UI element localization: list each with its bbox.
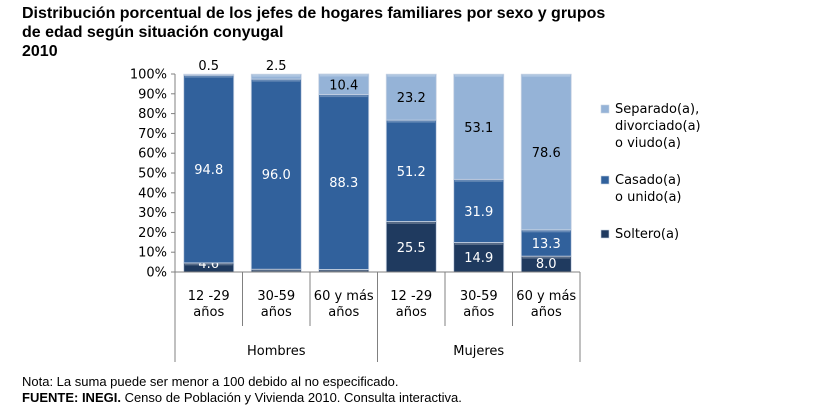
legend-swatch [600,229,610,239]
legend-swatch [600,175,610,185]
bar-segment-highlight [184,74,233,76]
bar-segment [250,78,302,270]
data-label: 14.9 [464,251,493,266]
bar-segment [520,73,572,231]
chart-title: Distribución porcentual de los jefes de … [22,4,702,61]
y-tick-label: 100% [130,68,167,83]
bar-segment [183,73,235,76]
category-label: 12 -29 [188,289,230,304]
category-label: años [531,305,562,320]
bar-segment-highlight [454,242,503,245]
data-label: 10.4 [329,78,358,93]
bar-segment [385,73,437,121]
bar-segment-highlight [319,95,368,98]
bar-segment [250,73,302,80]
y-tick-label: 20% [138,226,167,241]
group-label: Mujeres [453,344,504,359]
bar-segment-highlight [387,120,436,123]
legend-label: Soltero(a) [615,227,679,242]
category-label: 12 -29 [390,289,432,304]
legend-label: divorciado(a) [615,119,701,134]
data-label: 31.9 [464,205,493,220]
data-label: 53.1 [464,121,493,136]
category-label: 30-59 [257,289,295,304]
y-tick-label: 60% [138,147,167,162]
bar-segment [385,221,437,273]
category-label: años [193,305,224,320]
chart-title-line-3: 2010 [22,43,58,60]
bar-segment [453,178,505,243]
legend-label: Casado(a) [615,173,681,188]
data-label: 2.5 [266,59,287,74]
legend-swatch [600,104,610,114]
y-tick-label: 40% [138,186,167,201]
legend-label: o unido(a) [615,190,682,205]
category-label: años [261,305,292,320]
data-label: 23.2 [397,91,426,106]
chart-title-line-1: Distribución porcentual de los jefes de … [22,5,606,22]
legend-label: o viudo(a) [615,136,681,151]
data-label: 78.6 [532,146,561,161]
legend-label: Separado(a), [615,102,699,117]
bar-segment [520,229,572,257]
category-label: años [463,305,494,320]
category-label: 60 y más [314,289,374,304]
data-label: 51.2 [397,165,426,180]
bar-segment-highlight [319,269,368,272]
data-label: 13.3 [532,237,561,252]
bar-segment [318,94,370,270]
source-text: Censo de Población y Vivienda 2010. Cons… [120,390,462,405]
data-label: 0.5 [198,59,219,74]
bar-segment [453,73,505,180]
category-label: 30-59 [460,289,498,304]
y-tick-label: 0% [146,266,167,281]
bar-segment [385,119,437,222]
bar-segment-highlight [184,75,233,78]
bar-segment-highlight [252,74,301,77]
y-tick-label: 50% [138,167,167,182]
data-label: 25.5 [397,241,426,256]
bar-segment-highlight [387,222,436,225]
y-tick-label: 80% [138,107,167,122]
group-label: Hombres [247,344,306,359]
category-label: 60 y más [516,289,576,304]
footnote: Nota: La suma puede ser menor a 100 debi… [22,374,399,389]
bar-segment-highlight [387,74,436,77]
bar-segment [318,73,370,95]
y-tick-label: 90% [138,87,167,102]
source-note: FUENTE: INEGI. Censo de Población y Vivi… [22,390,462,405]
data-label: 96.0 [262,168,291,183]
bar-segment-highlight [184,263,233,266]
y-tick-label: 10% [138,246,167,261]
source-label: FUENTE: INEGI. [22,390,121,405]
category-label: años [396,305,427,320]
bar-segment-highlight [454,74,503,77]
bar-segment-highlight [522,74,571,77]
y-tick-label: 30% [138,206,167,221]
bar-segment-highlight [522,230,571,233]
data-label: 94.8 [194,163,223,178]
chart-title-line-2: de edad según situación conyugal [22,24,284,41]
bar-segment-highlight [252,269,301,272]
y-tick-label: 70% [138,127,167,142]
bar-segment-highlight [252,79,301,82]
data-label: 88.3 [329,176,358,191]
bar-segment-highlight [454,179,503,182]
bar-segment-highlight [522,256,571,259]
bar-segment-highlight [319,74,368,77]
category-label: años [328,305,359,320]
data-label: 8.0 [536,257,557,272]
